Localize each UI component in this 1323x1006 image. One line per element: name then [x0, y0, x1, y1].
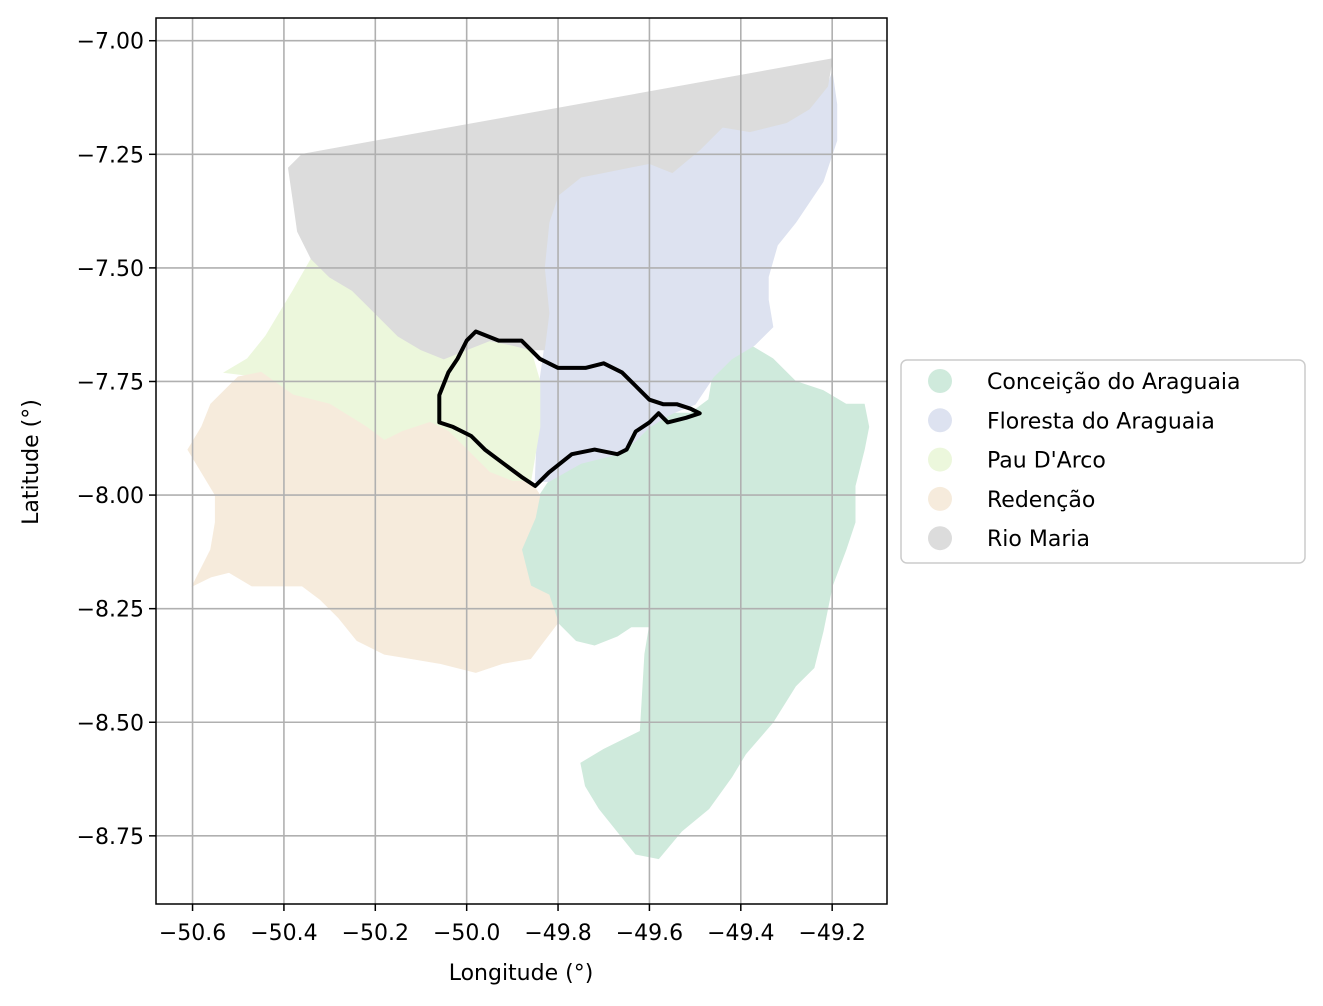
- grid-layer: [156, 18, 887, 904]
- y-axis-ticks: −7.00 −7.25 −7.50 −7.75 −8.00 −8.25 −8.50 −8.75: [77, 30, 156, 850]
- y-tick-label: −7.00: [77, 30, 144, 55]
- legend: Conceição do Araguaia Floresta do Araguai…: [900, 359, 1306, 564]
- y-tick-label: −7.25: [77, 143, 144, 168]
- axes-frame: [155, 17, 888, 905]
- x-tick-label: −49.6: [616, 921, 683, 946]
- y-tick-label: −8.50: [77, 711, 144, 736]
- region-rio-maria: [287, 58, 833, 360]
- y-tick-label: −7.50: [77, 257, 144, 282]
- legend-label-pau-d-arco: Pau D'Arco: [987, 449, 1106, 474]
- legend-marker-floresta-do-araguaia: [928, 408, 952, 433]
- y-axis-label: Latitude (°): [19, 399, 44, 525]
- legend-frame: [900, 359, 1306, 564]
- x-axis-label: Longitude (°): [449, 961, 594, 986]
- legend-marker-pau-d-arco: [928, 447, 952, 472]
- y-tick-label: −8.25: [77, 598, 144, 623]
- x-tick-label: −49.2: [798, 921, 865, 946]
- legend-label-redencao: Redenção: [987, 488, 1095, 513]
- x-tick-label: −49.4: [707, 921, 774, 946]
- boundary-layer: [437, 329, 702, 488]
- x-axis-ticks: −50.6 −50.4 −50.2 −50.0 −49.8 −49.6 −49.4 −49.2: [159, 904, 866, 946]
- y-tick-label: −8.75: [77, 825, 144, 850]
- legend-label-rio-maria: Rio Maria: [987, 527, 1090, 552]
- y-tick-label: −8.00: [77, 484, 144, 509]
- legend-marker-conceicao-do-araguaia: [928, 369, 952, 393]
- x-tick-label: −49.8: [524, 921, 591, 946]
- region-redencao: [187, 371, 559, 673]
- legend-label-conceicao-do-araguaia: Conceição do Araguaia: [987, 370, 1241, 395]
- legend-items: Conceição do Araguaia Floresta do Araguai…: [928, 369, 1241, 552]
- boundary-outline: [437, 329, 702, 488]
- legend-marker-rio-maria: [928, 526, 952, 551]
- y-tick-label: −7.75: [77, 370, 144, 395]
- legend-label-floresta-do-araguaia: Floresta do Araguaia: [987, 409, 1215, 434]
- legend-marker-redencao: [928, 486, 952, 511]
- x-tick-label: −50.0: [433, 921, 500, 946]
- x-tick-label: −50.4: [250, 921, 317, 946]
- x-tick-label: −50.2: [342, 921, 409, 946]
- x-tick-label: −50.6: [159, 921, 226, 946]
- regions-layer: [187, 58, 870, 860]
